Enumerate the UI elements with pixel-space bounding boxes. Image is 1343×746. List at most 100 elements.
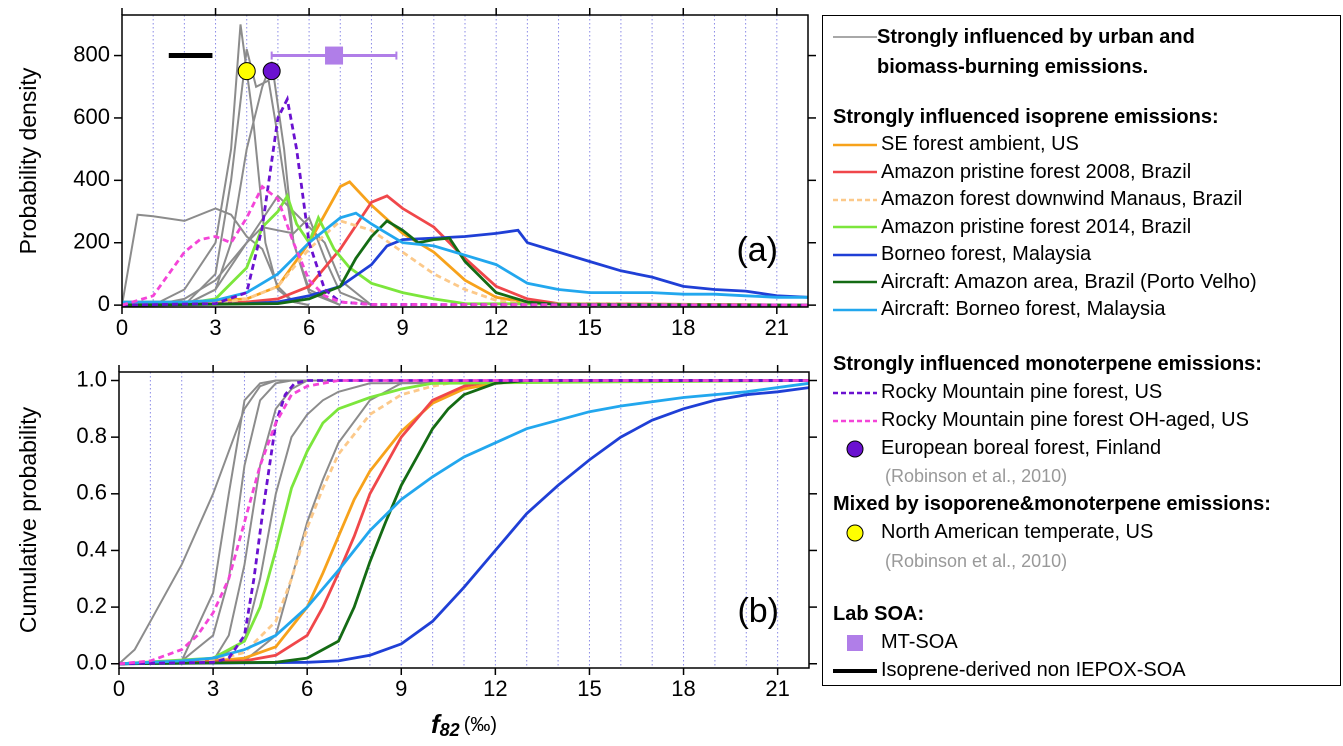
x-tick-label: 3 [207,676,219,701]
y-tick-label: 800 [73,41,110,66]
series-line [119,379,809,666]
legend-entry: MT-SOA [829,631,958,654]
legend-text: Rocky Mountain pine forest OH-aged, US [881,409,1249,431]
y-tick-label: 0 [98,291,110,316]
legend-text: Borneo forest, Malaysia [881,243,1092,265]
gray-line [183,216,372,307]
plot-area [122,24,808,307]
legend-entry: Amazon forest downwind Manaus, Brazil [829,188,1242,211]
y-tick-label: 0.2 [76,593,107,618]
legend-text: North American temperate, US [881,521,1154,543]
legend-swatch [833,198,877,201]
legend-text: Strongly influenced by urban and biomass… [877,26,1195,78]
y-tick-label: 0.6 [76,480,107,505]
swatch-mark [846,524,864,541]
legend-swatch [833,225,877,229]
legend-entry: Rocky Mountain pine forest OH-aged, US [829,409,1249,432]
legend-entry: SE forest ambient, US [829,133,1079,156]
legend-heading: Mixed by isoporene&monoterpene emissions… [833,493,1271,516]
legend-entry: Borneo forest, Malaysia [829,243,1091,266]
legend-entry: Strongly influenced by urban and biomass… [829,22,1249,82]
legend-heading: Strongly influenced monoterpene emission… [833,353,1262,376]
legend-swatch [833,419,877,422]
legend-entry: Isoprene-derived non IEPOX-SOA [829,659,1186,682]
legend-text: Strongly influenced isoprene emissions: [833,106,1219,128]
legend-entry: Rocky Mountain pine forest, US [829,381,1162,404]
panel-label: (b) [737,592,779,630]
legend-text: (Robinson et al., 2010) [885,551,1068,571]
legend-text: European boreal forest, Finland [881,437,1162,459]
x-tick-label: 15 [577,676,601,701]
legend-swatch [833,143,877,146]
legend-swatch [833,170,877,174]
x-tick-label: 21 [765,676,789,701]
series-line [119,381,809,666]
series-line [122,211,808,304]
x-axis-label-part: (‰) [464,714,497,736]
y-tick-label: 0.8 [76,423,107,448]
legend-text: Isoprene-derived non IEPOX-SOA [881,659,1186,681]
series-line [119,379,809,666]
gray-line [153,194,373,307]
legend-note: (Robinson et al., 2010) [885,551,1067,572]
legend-text: Rocky Mountain pine forest, US [881,381,1163,403]
legend-heading: Strongly influenced isoprene emissions: [833,106,1219,129]
legend-swatch [833,668,877,673]
legend-text: SE forest ambient, US [881,133,1079,155]
legend-text: Aircraft: Borneo forest, Malaysia [881,298,1166,320]
series-line [119,379,809,666]
y-tick-label: 400 [73,166,110,191]
legend-swatch [847,634,863,651]
legend-entry: Aircraft: Borneo forest, Malaysia [829,298,1166,321]
gray-line [122,207,310,307]
x-tick-label: 0 [113,676,125,701]
gray-line [119,379,809,665]
series-line [119,379,809,666]
y-tick-label: 200 [73,229,110,254]
y-tick-label: 0.0 [76,650,107,675]
y-axis-label: Probability density [15,67,41,254]
y-tick-label: 600 [73,104,110,129]
legend-entry: Amazon pristine forest 2014, Brazil [829,216,1191,239]
legend-entry: North American temperate, US [829,521,1153,544]
legend: Strongly influenced by urban and biomass… [822,15,1341,686]
x-tick-label: 21 [765,315,789,340]
x-tick-label: 6 [301,676,313,701]
series-line [119,386,809,666]
point [325,46,344,65]
series-line [122,194,808,307]
legend-text: Lab SOA: [833,603,925,625]
x-tick-label: 3 [209,315,221,340]
legend-text: (Robinson et al., 2010) [885,466,1068,486]
x-tick-label: 0 [116,315,128,340]
legend-text: Amazon pristine forest 2014, Brazil [881,215,1192,238]
x-tick-label: 6 [303,315,315,340]
x-tick-label: 18 [671,676,695,701]
point [262,62,281,81]
gray-line [119,379,809,665]
x-tick-label: 15 [577,315,601,340]
x-tick-label: 9 [395,676,407,701]
x-axis-label: f82 (‰) [431,709,497,740]
legend-swatch [833,391,877,394]
y-tick-label: 0.4 [76,536,107,561]
legend-text: Strongly influenced monoterpene emission… [833,353,1262,375]
legend-swatch [833,280,877,284]
x-tick-label: 9 [397,315,409,340]
legend-text: Amazon pristine forest 2008, Brazil [881,160,1192,183]
x-tick-label: 12 [483,676,507,701]
legend-swatch [846,440,864,457]
legend-swatch [833,308,877,311]
gray-line [119,379,809,665]
series-line [119,379,809,666]
series-line [122,219,808,307]
series-line [122,219,808,307]
legend-entry: European boreal forest, Finland [829,437,1161,460]
plot-frame [118,371,810,669]
legend-text: MT-SOA [881,631,958,653]
x-tick-label: 12 [484,315,508,340]
chart: 0 3 6 9 12 15 18 21 0 200 400 600 800 (a) Probability … [15,8,817,740]
panel-label: (a) [736,231,778,269]
legend-text: Aircraft: Amazon area, Brazil (Porto Vel… [881,270,1257,293]
x-tick-label: 18 [671,315,695,340]
